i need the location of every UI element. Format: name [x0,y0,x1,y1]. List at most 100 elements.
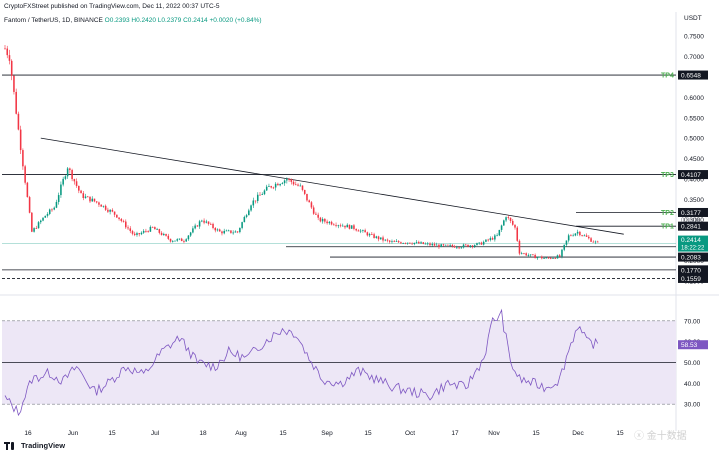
candle-body [118,217,120,220]
candle-body [31,212,33,232]
candle-body [359,230,362,232]
candle-body [223,230,225,234]
candle-body [377,236,380,240]
candle-body [91,198,94,202]
candle-body [62,178,64,185]
time-tick-label: 15 [532,430,540,437]
candle-body [442,244,445,246]
candle-body [467,244,469,247]
candle-body [66,168,69,177]
candle-body [205,221,208,223]
candle-body [453,246,456,248]
time-tick-label: 15 [108,430,116,437]
time-tick-label: Nov [488,430,500,437]
candle-body [147,231,149,232]
candle-body [451,245,454,247]
candle-body [109,209,111,212]
price-tick-label: 0.5000 [684,136,704,143]
candle-body [498,229,501,236]
level-price-label: 0.2841 [681,224,701,231]
candle-body [171,240,174,242]
candle-body [306,193,308,201]
candle-body [523,253,525,255]
candle-body [160,232,163,235]
candle-body [230,230,232,233]
brand-name: TradingView [21,441,66,450]
candle-body [516,227,519,241]
candle-body [120,219,123,221]
rsi-value-badge [678,340,708,350]
candle-body [100,204,102,207]
candle-body [274,183,277,188]
candle-body [40,220,42,223]
level-price-badge [678,207,708,217]
candle-body [594,241,597,243]
candle-body [292,181,295,185]
candle-body [395,241,398,242]
candle-body [473,245,476,247]
candle-body [565,240,568,245]
candle-body [24,166,26,183]
candle-body [462,244,465,248]
candle-body [236,231,239,233]
time-tick-label: 17 [451,430,459,437]
candle-body [527,255,530,256]
candle-body [201,220,203,222]
countdown-label: 18:22:22 [681,246,705,252]
candle-body [344,225,346,228]
candle-body [225,230,228,232]
candle-body [444,244,447,246]
candle-body [145,230,147,232]
candle-body [489,238,492,241]
candle-body [364,230,366,233]
candle-body [214,227,217,231]
candle-body [256,194,259,201]
symbol-title[interactable]: Fantom / TetherUS, 1D, BINANCE [4,17,103,24]
time-tick-label: 15 [279,430,287,437]
candle-body [350,225,353,229]
candle-body [581,235,583,236]
price-tick-label: 0.3500 [684,197,704,204]
candle-body [460,247,463,249]
level-price-badge [678,265,708,275]
candle-body [55,201,58,208]
candle-body [563,244,565,250]
candle-body [552,258,554,259]
candle-body [371,234,373,235]
candle-body [382,237,384,241]
candle-body [576,231,579,234]
candle-body [104,205,107,210]
candle-body [268,186,270,187]
candle-body [397,241,400,243]
level-price-label: 0.1559 [681,276,701,283]
candle-body [556,255,559,259]
watermark-logo: ⓧ 金十数据 [634,431,687,442]
candle-body [353,225,355,229]
candle-body [42,217,44,221]
candle-body [239,227,241,233]
candle-body [547,257,550,259]
candle-body [317,214,319,218]
candle-body [366,232,369,236]
candle-body [529,254,532,256]
tradingview-logo[interactable]: TradingView [4,441,65,450]
candle-body [362,230,364,231]
candle-body [78,185,80,191]
candle-body [357,230,360,232]
candle-body [288,179,290,180]
candle-body [86,196,89,198]
candle-body [156,229,158,230]
candle-body [435,244,438,246]
candle-body [176,239,179,241]
candle-body [456,247,458,249]
candle-body [207,221,210,224]
candle-body [346,224,349,228]
candle-body [583,235,586,237]
candle-body [149,226,152,232]
candle-body [102,205,105,207]
candle-body [525,253,527,256]
candle-body [299,185,302,187]
candle-body [131,231,134,234]
candle-body [505,217,507,221]
